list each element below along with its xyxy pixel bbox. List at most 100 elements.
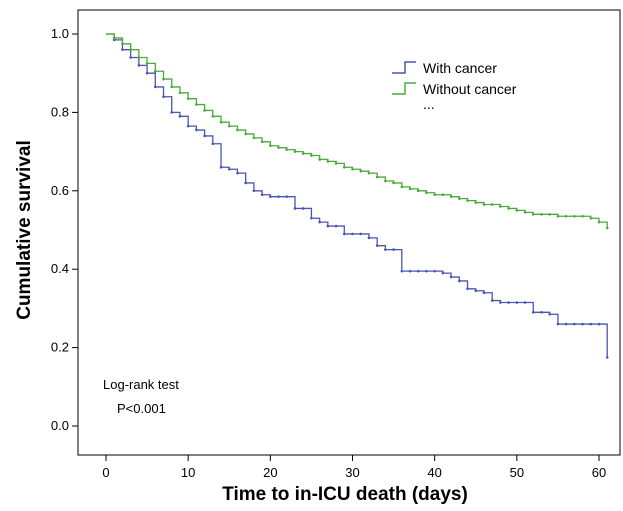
- data-point: [351, 232, 354, 236]
- data-point: [581, 322, 584, 326]
- data-point: [285, 195, 289, 198]
- data-point: [137, 56, 141, 59]
- data-point: [523, 211, 527, 214]
- data-point: [490, 203, 494, 206]
- data-point: [211, 142, 215, 146]
- x-tick-label: 10: [181, 465, 195, 480]
- data-point: [260, 193, 264, 197]
- data-point: [581, 214, 584, 218]
- data-point: [351, 167, 354, 171]
- data-point: [589, 216, 593, 220]
- series-line-with-cancer: [106, 33, 608, 358]
- data-point: [318, 158, 321, 161]
- y-tick-label: 0.0: [51, 418, 69, 433]
- data-point: [449, 195, 453, 198]
- data-point: [145, 71, 149, 75]
- data-point: [384, 248, 387, 251]
- data-point: [293, 150, 297, 153]
- data-point: [162, 95, 165, 99]
- data-point: [310, 216, 313, 220]
- data-point: [359, 232, 363, 236]
- data-point: [540, 311, 543, 314]
- data-point: [531, 213, 535, 216]
- data-point: [605, 226, 609, 230]
- annotation: Log-rank test P<0.001: [103, 377, 179, 416]
- data-point: [277, 195, 280, 198]
- data-point: [326, 160, 330, 163]
- data-point: [375, 175, 379, 179]
- data-point: [170, 85, 174, 89]
- legend-label: With cancer: [423, 60, 497, 76]
- y-axis-title: Cumulative survival: [14, 140, 35, 320]
- data-point: [548, 213, 551, 216]
- data-point: [112, 38, 116, 42]
- y-tick-label: 0.6: [51, 183, 69, 198]
- data-point: [564, 214, 568, 218]
- data-point: [326, 224, 330, 228]
- data-point: [466, 199, 469, 202]
- data-point: [416, 189, 420, 193]
- data-point: [499, 205, 502, 208]
- data-point: [515, 301, 519, 304]
- y-tick-label: 0.2: [51, 340, 69, 355]
- x-tick-label: 20: [263, 465, 277, 480]
- data-point: [392, 248, 395, 251]
- legend-label: Without cancer: [423, 81, 517, 97]
- data-point: [334, 162, 338, 165]
- data-point: [277, 146, 280, 149]
- data-point: [540, 213, 543, 216]
- data-point: [334, 224, 338, 228]
- data-point: [425, 269, 428, 273]
- data-point: [441, 271, 445, 275]
- data-point: [252, 189, 256, 193]
- data-point: [195, 103, 198, 106]
- legend: With cancer Without cancer...: [392, 60, 517, 112]
- data-point: [359, 169, 363, 173]
- data-point: [129, 56, 132, 59]
- data-point: [211, 115, 215, 118]
- data-point: [186, 97, 190, 100]
- data-point: [236, 128, 239, 132]
- data-point: [154, 85, 157, 89]
- data-point: [408, 187, 412, 191]
- legend-swatch: [392, 61, 416, 74]
- data-point: [269, 195, 272, 198]
- data-point: [301, 152, 305, 155]
- data-point: [573, 322, 576, 326]
- data-point: [244, 132, 247, 136]
- data-point: [260, 140, 264, 144]
- data-point: [384, 179, 387, 183]
- series-layer: [106, 33, 609, 359]
- data-point: [137, 64, 141, 67]
- x-tick-label: 50: [510, 465, 524, 480]
- data-point: [564, 322, 568, 326]
- data-point: [293, 207, 297, 210]
- data-point: [219, 165, 223, 169]
- y-tick-label: 0.4: [51, 261, 69, 276]
- data-point: [145, 62, 149, 65]
- data-point: [458, 197, 461, 200]
- data-point: [466, 287, 469, 291]
- data-point: [342, 232, 346, 236]
- data-point: [589, 322, 593, 326]
- data-point: [178, 91, 182, 95]
- data-point: [507, 301, 510, 304]
- data-point: [408, 269, 412, 273]
- data-point: [531, 311, 535, 314]
- series-line-without-cancer: [106, 33, 608, 229]
- data-point: [416, 269, 420, 273]
- data-point: [523, 301, 527, 304]
- data-point: [252, 136, 256, 140]
- axes-layer: 0.0 0.2 0.4 0.6 0.8 1.0 0 10 20 30 40 50 60: [51, 9, 621, 480]
- data-point: [154, 69, 157, 73]
- data-point: [449, 275, 453, 279]
- data-point: [556, 214, 560, 218]
- data-point: [236, 171, 239, 175]
- data-point: [121, 48, 124, 51]
- data-point: [244, 181, 247, 185]
- data-point: [556, 322, 560, 326]
- data-point: [227, 124, 231, 128]
- data-point: [203, 134, 206, 138]
- data-point: [203, 109, 206, 112]
- data-point: [219, 120, 223, 124]
